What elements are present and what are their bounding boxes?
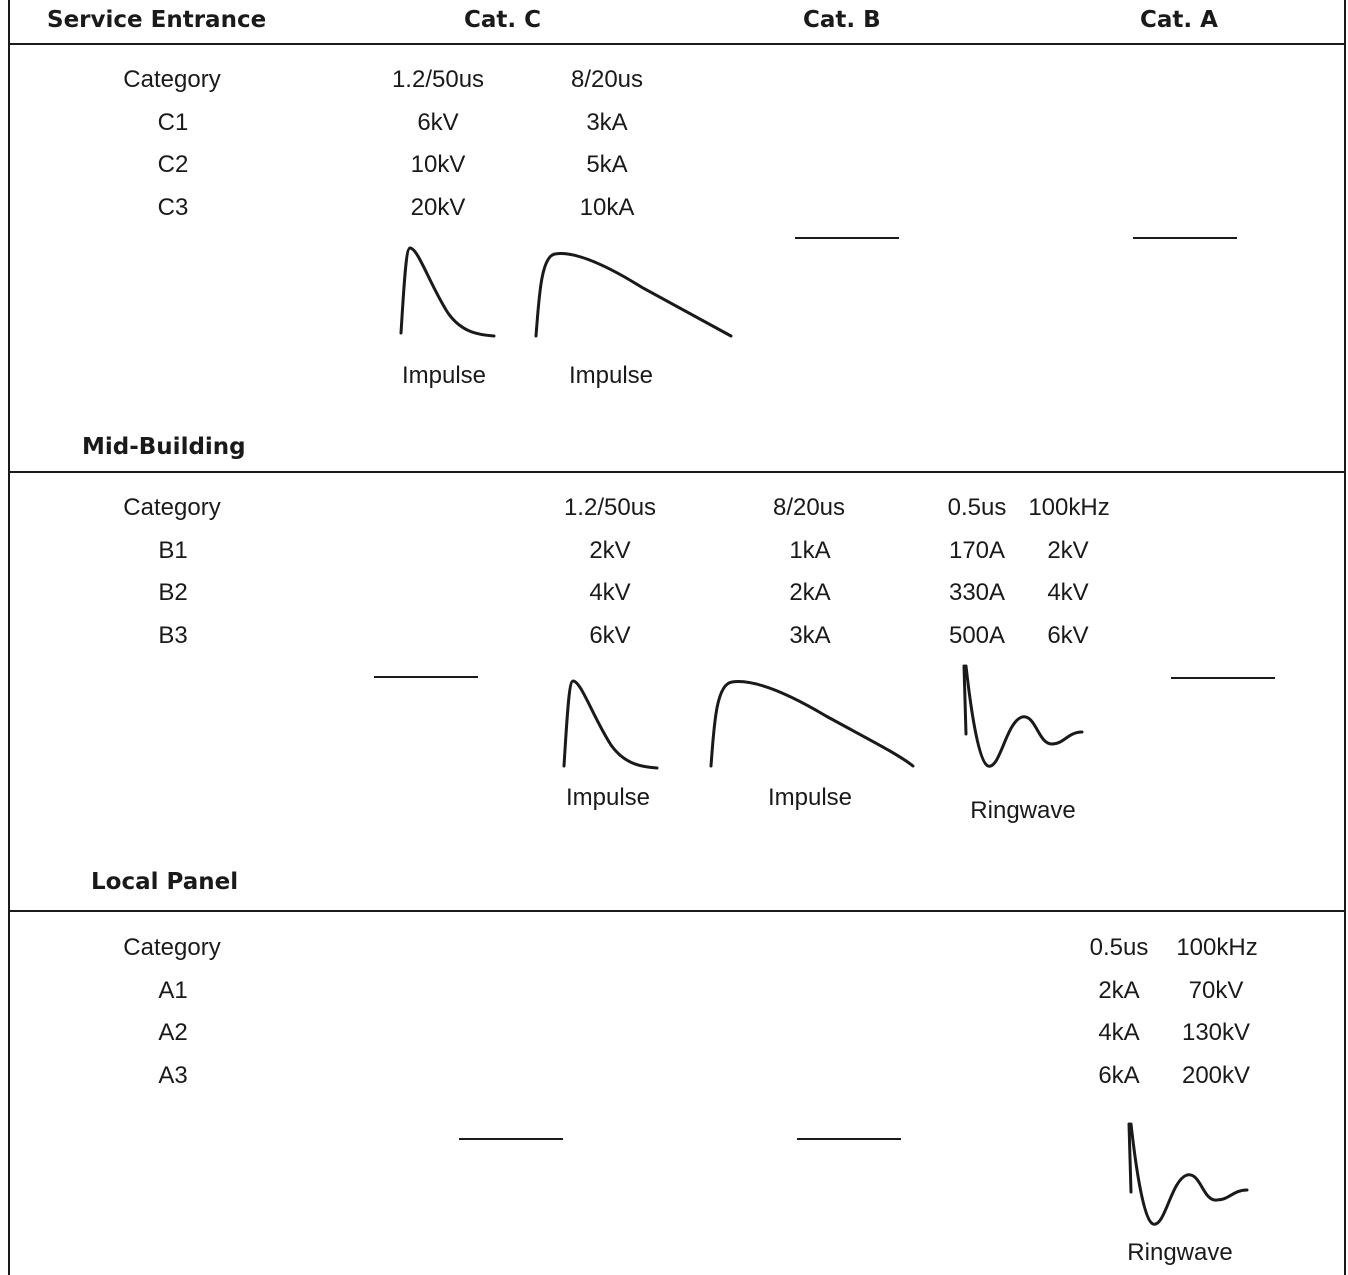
mid-row-b1-voltage: 2kV [589, 537, 631, 564]
mid-row-b1-name: B1 [158, 537, 188, 564]
header-cat-b: Cat. B [803, 7, 881, 33]
local-ringwave [1127, 1122, 1249, 1226]
local-row-a1-voltage: 70kV [1188, 977, 1244, 1004]
mid-row-b3-ring-voltage: 6kV [1047, 622, 1089, 649]
mid-row-b2-ring-current: 330A [948, 579, 1006, 606]
mid-cat-a-dash [1171, 677, 1275, 679]
service-row-c3-current: 10kA [579, 194, 635, 221]
local-row-a2-name: A2 [158, 1019, 188, 1046]
left-border [8, 0, 10, 1275]
mid-row-b1-ring-voltage: 2kV [1047, 537, 1089, 564]
mid-row-b2-voltage: 4kV [589, 579, 631, 606]
service-impulse-wave-long [534, 252, 733, 338]
mid-divider [8, 471, 1346, 473]
local-row-a3-voltage: 200kV [1181, 1062, 1251, 1089]
service-row-c1-current: 3kA [586, 109, 628, 136]
service-row-c1-voltage: 6kV [417, 109, 459, 136]
local-ring-header-a: 0.5us [1089, 934, 1149, 961]
right-border [1344, 0, 1346, 1275]
mid-row-b2-ring-voltage: 4kV [1047, 579, 1089, 606]
service-col1-header: 1.2/50us [391, 66, 485, 93]
service-row-c2-current: 5kA [586, 151, 628, 178]
mid-row-b3-name: B3 [158, 622, 188, 649]
service-row-c3-voltage: 20kV [410, 194, 466, 221]
local-category-label: Category [123, 934, 221, 961]
service-col2-header: 8/20us [570, 66, 644, 93]
local-wave-label: Ringwave [1127, 1239, 1233, 1266]
mid-category-label: Category [123, 494, 221, 521]
service-cat-a-dash [1133, 237, 1237, 239]
header-divider [8, 43, 1346, 45]
mid-row-b1-ring-current: 170A [948, 537, 1006, 564]
local-divider [8, 910, 1346, 912]
header-cat-a: Cat. A [1140, 7, 1218, 33]
local-row-a3-name: A3 [158, 1062, 188, 1089]
mid-col1-header: 1.2/50us [563, 494, 657, 521]
mid-row-b2-current: 2kA [789, 579, 831, 606]
mid-building-title: Mid-Building [82, 434, 246, 460]
local-row-a2-voltage: 130kV [1181, 1019, 1251, 1046]
mid-row-b3-voltage: 6kV [589, 622, 631, 649]
local-row-a1-current: 2kA [1098, 977, 1140, 1004]
local-row-a3-current: 6kA [1098, 1062, 1140, 1089]
local-ring-header-b: 100kHz [1176, 934, 1258, 961]
mid-row-b3-current: 3kA [789, 622, 831, 649]
local-cat-c-dash [459, 1138, 563, 1140]
mid-impulse-wave-long [709, 680, 915, 768]
service-cat-b-dash [795, 237, 899, 239]
mid-cat-c-dash [374, 676, 478, 678]
mid-ring-header-b: 100kHz [1028, 494, 1110, 521]
mid-impulse-wave-short [562, 679, 659, 770]
service-row-c2-name: C2 [157, 151, 189, 178]
service-row-c2-voltage: 10kV [410, 151, 466, 178]
mid-wave1-label: Impulse [565, 784, 651, 811]
mid-wave2-label: Impulse [767, 784, 853, 811]
local-row-a2-current: 4kA [1098, 1019, 1140, 1046]
service-row-c3-name: C3 [157, 194, 189, 221]
service-impulse-wave-short [399, 246, 496, 338]
header-cat-c: Cat. C [464, 7, 542, 33]
service-wave1-label: Impulse [401, 362, 487, 389]
service-wave2-label: Impulse [568, 362, 654, 389]
mid-ringwave [962, 664, 1084, 768]
header-service-entrance: Service Entrance [47, 7, 267, 33]
mid-row-b3-ring-current: 500A [948, 622, 1006, 649]
mid-wave3-label: Ringwave [970, 797, 1076, 824]
local-cat-b-dash [797, 1138, 901, 1140]
service-category-label: Category [123, 66, 221, 93]
service-row-c1-name: C1 [157, 109, 189, 136]
mid-col2-header: 8/20us [772, 494, 846, 521]
local-row-a1-name: A1 [158, 977, 188, 1004]
mid-row-b2-name: B2 [158, 579, 188, 606]
local-panel-title: Local Panel [91, 869, 239, 895]
mid-ring-header-a: 0.5us [947, 494, 1007, 521]
mid-row-b1-current: 1kA [789, 537, 831, 564]
